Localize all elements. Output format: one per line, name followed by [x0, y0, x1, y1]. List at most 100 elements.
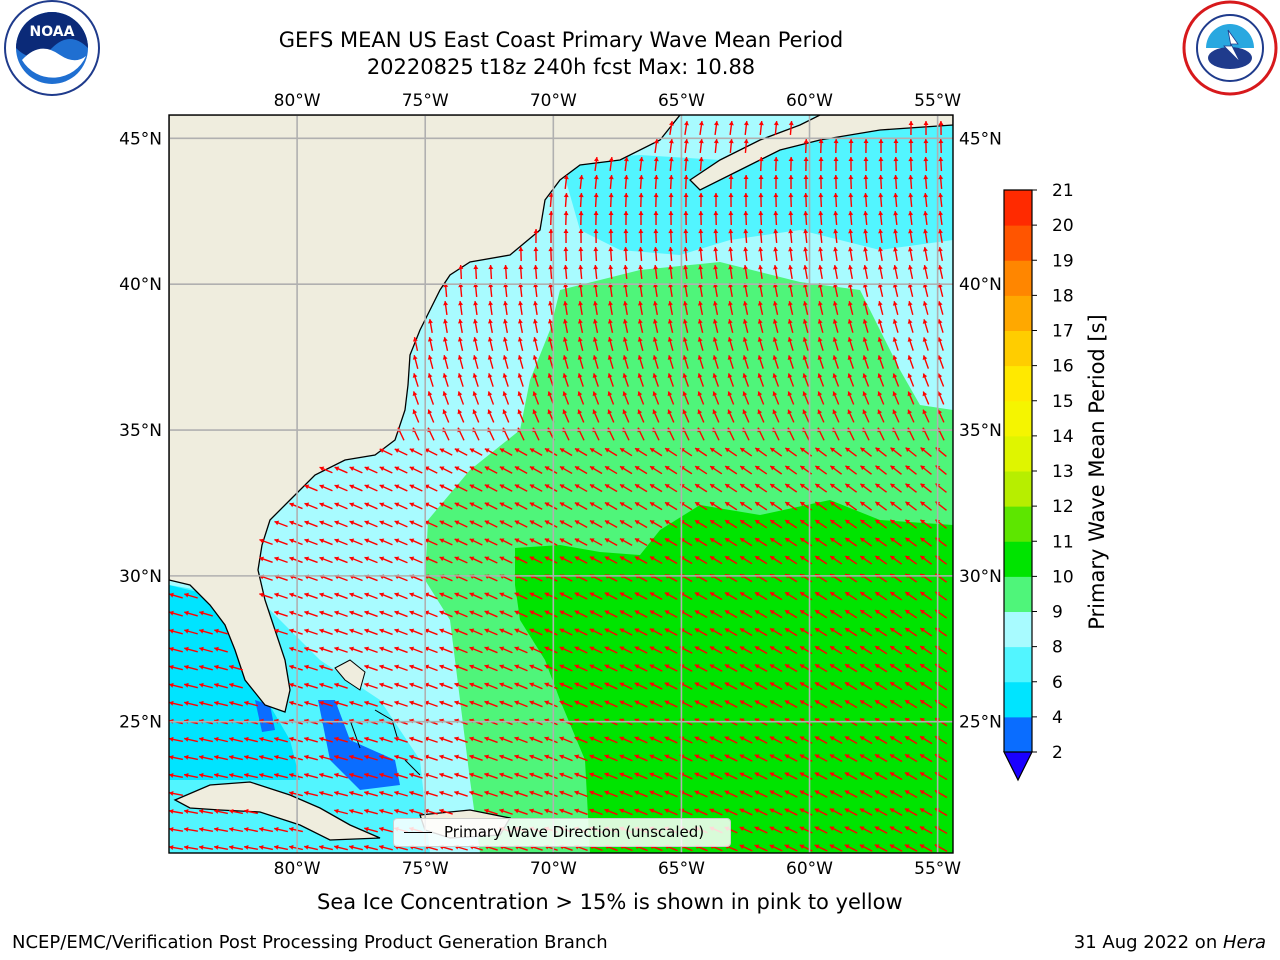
- wave-direction-arrow: [784, 591, 798, 601]
- wave-direction-arrow: [788, 210, 794, 226]
- wave-direction-arrow: [499, 682, 513, 690]
- wave-direction-arrow: [533, 228, 539, 244]
- wave-direction-arrow: [829, 772, 843, 780]
- footer-date: 31 Aug 2022 on Hera: [1074, 932, 1266, 953]
- wave-direction-arrow: [304, 538, 318, 546]
- wave-direction-arrow: [589, 483, 603, 493]
- wave-direction-arrow: [458, 264, 464, 280]
- wave-direction-arrow: [469, 556, 483, 564]
- colorbar-segment: [1004, 330, 1032, 367]
- wave-direction-arrow: [889, 681, 903, 691]
- wave-direction-arrow: [724, 736, 738, 744]
- wave-direction-arrow: [739, 555, 753, 565]
- wave-direction-arrow: [664, 646, 678, 654]
- colorbar-segment: [1004, 260, 1032, 296]
- wave-direction-arrow: [697, 301, 704, 315]
- wave-direction-arrow: [844, 663, 858, 673]
- wave-direction-arrow: [412, 355, 419, 369]
- wave-direction-arrow: [574, 682, 588, 690]
- wave-direction-arrow: [578, 246, 584, 262]
- wave-direction-arrow: [578, 300, 583, 316]
- wave-direction-arrow: [439, 466, 453, 474]
- wave-direction-arrow: [874, 555, 888, 565]
- wave-direction-arrow: [803, 138, 809, 154]
- wave-direction-arrow: [364, 808, 378, 815]
- wave-direction-arrow: [694, 772, 708, 780]
- wave-direction-arrow: [623, 264, 629, 280]
- wave-direction-arrow: [769, 555, 783, 565]
- wave-direction-arrow: [439, 484, 453, 492]
- wave-direction-arrow: [908, 210, 914, 226]
- wave-direction-arrow: [442, 373, 449, 387]
- colorbar-segment: [1004, 225, 1032, 261]
- wave-direction-arrow: [394, 736, 408, 743]
- wave-direction-arrow: [773, 120, 779, 136]
- wave-direction-arrow: [229, 736, 243, 743]
- wave-direction-arrow: [439, 682, 453, 690]
- wave-direction-arrow: [667, 373, 674, 387]
- wave-direction-arrow: [574, 592, 588, 600]
- wave-direction-arrow: [199, 754, 213, 761]
- wave-direction-arrow: [784, 447, 798, 457]
- colorbar-tick-label: 19: [1052, 251, 1074, 271]
- wave-direction-arrow: [697, 319, 704, 333]
- wave-direction-arrow: [878, 138, 884, 154]
- wave-direction-arrow: [304, 484, 318, 492]
- wave-direction-arrow: [529, 538, 543, 546]
- wave-direction-arrow: [697, 337, 704, 351]
- wave-direction-arrow: [683, 138, 689, 154]
- wave-direction-arrow: [653, 264, 659, 280]
- wave-direction-arrow: [379, 736, 393, 743]
- wave-direction-arrow: [709, 447, 723, 457]
- wave-direction-arrow: [469, 646, 483, 654]
- wave-direction-arrow: [919, 627, 933, 637]
- wave-direction-arrow: [289, 556, 303, 564]
- wave-direction-arrow: [709, 682, 723, 690]
- colorbar-segment: [1004, 295, 1032, 331]
- wave-direction-arrow: [859, 753, 873, 763]
- wave-direction-arrow: [559, 646, 573, 654]
- wave-direction-arrow: [889, 537, 903, 547]
- wave-direction-arrow: [833, 210, 839, 226]
- wave-direction-arrow: [754, 844, 768, 852]
- wave-direction-arrow: [484, 628, 498, 636]
- wave-direction-arrow: [757, 391, 765, 405]
- wave-direction-arrow: [623, 210, 629, 226]
- wave-direction-arrow: [713, 246, 719, 262]
- wave-direction-arrow: [334, 754, 348, 761]
- wave-direction-arrow: [829, 645, 843, 655]
- wave-direction-arrow: [844, 609, 858, 619]
- wave-direction-arrow: [784, 627, 798, 637]
- wave-direction-arrow: [682, 373, 689, 387]
- wave-direction-arrow: [604, 646, 618, 654]
- wave-direction-arrow: [427, 409, 435, 423]
- wave-direction-arrow: [814, 501, 828, 511]
- wave-direction-arrow: [694, 700, 708, 708]
- wave-direction-arrow: [364, 520, 378, 528]
- wave-direction-arrow: [889, 808, 903, 816]
- wave-direction-arrow: [304, 592, 318, 600]
- wave-direction-arrow: [574, 754, 588, 762]
- wave-direction-arrow: [847, 373, 855, 387]
- wave-direction-arrow: [439, 790, 453, 797]
- wave-direction-arrow: [787, 319, 794, 333]
- wave-direction-arrow: [334, 736, 348, 743]
- wave-direction-arrow: [709, 664, 723, 672]
- wave-direction-arrow: [667, 300, 674, 316]
- wave-direction-arrow: [877, 409, 885, 423]
- wave-direction-arrow: [379, 448, 393, 456]
- wave-direction-arrow: [244, 736, 258, 743]
- wave-direction-arrow: [319, 484, 333, 492]
- wave-direction-arrow: [922, 337, 929, 351]
- wave-direction-arrow: [274, 844, 288, 851]
- wave-direction-arrow: [919, 555, 933, 565]
- colorbar-segment: [1004, 646, 1032, 683]
- wave-direction-arrow: [773, 192, 779, 208]
- wave-direction-arrow: [908, 174, 914, 190]
- wave-direction-arrow: [694, 519, 708, 529]
- wave-direction-arrow: [304, 700, 318, 707]
- wave-direction-arrow: [562, 337, 569, 351]
- wave-direction-arrow: [709, 772, 723, 780]
- wave-direction-arrow: [213, 844, 229, 850]
- wave-direction-arrow: [529, 466, 543, 474]
